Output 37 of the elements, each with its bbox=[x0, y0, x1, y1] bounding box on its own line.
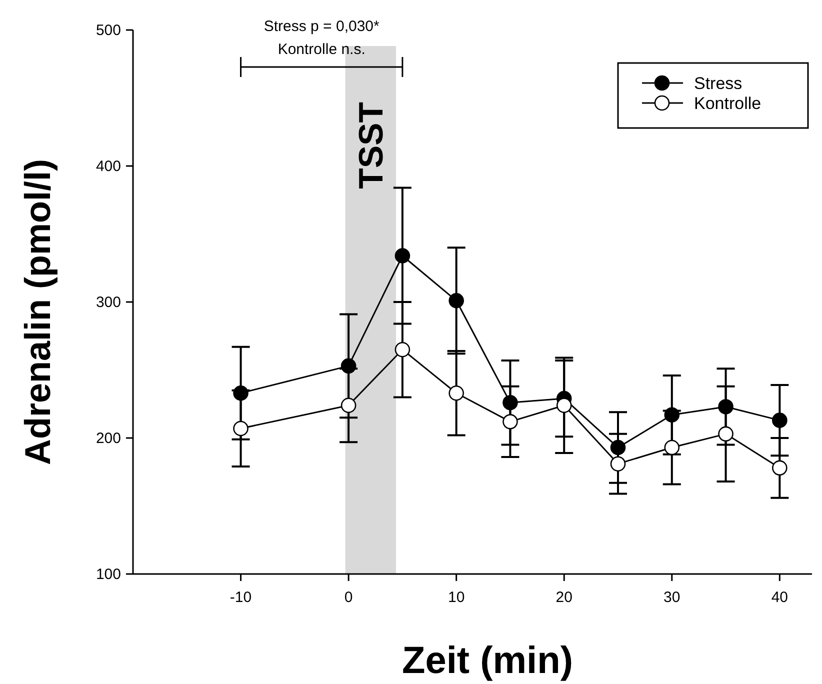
legend-label: Stress bbox=[694, 74, 742, 93]
x-tick-label: 10 bbox=[448, 589, 465, 606]
x-tick-label: 20 bbox=[556, 589, 572, 606]
point bbox=[340, 358, 356, 374]
point bbox=[233, 420, 248, 436]
point bbox=[394, 342, 410, 358]
point bbox=[772, 460, 788, 476]
point bbox=[340, 398, 356, 414]
point bbox=[610, 456, 626, 472]
y-axis-title: Adrenalin (pmol/l) bbox=[17, 159, 58, 465]
annotation: Kontrolle n.s. bbox=[278, 41, 366, 58]
x-tick-label: 40 bbox=[771, 589, 788, 606]
point bbox=[556, 398, 572, 414]
point bbox=[718, 399, 734, 414]
y-tick-label: 300 bbox=[96, 294, 121, 311]
y-tick-label: 200 bbox=[96, 430, 121, 447]
legend-label: Kontrolle bbox=[694, 94, 762, 113]
x-axis-title: Zeit (min) bbox=[402, 640, 573, 682]
y-tick-label: 500 bbox=[96, 22, 121, 39]
y-tick-label: 100 bbox=[96, 566, 121, 583]
point bbox=[664, 407, 680, 423]
point bbox=[772, 412, 788, 428]
x-tick-label: -10 bbox=[230, 589, 252, 606]
point bbox=[448, 385, 464, 401]
point bbox=[664, 440, 680, 456]
point bbox=[233, 385, 248, 401]
point bbox=[502, 414, 518, 430]
x-tick-label: 30 bbox=[664, 589, 680, 606]
point bbox=[718, 426, 734, 442]
point bbox=[502, 394, 518, 410]
band-label: TSST bbox=[352, 102, 391, 189]
point bbox=[610, 440, 626, 456]
y-tick-label: 400 bbox=[96, 158, 121, 175]
x-tick-label: 0 bbox=[344, 589, 353, 606]
point bbox=[448, 292, 464, 308]
point bbox=[394, 248, 410, 264]
annotation: Stress p = 0,030* bbox=[264, 18, 380, 35]
